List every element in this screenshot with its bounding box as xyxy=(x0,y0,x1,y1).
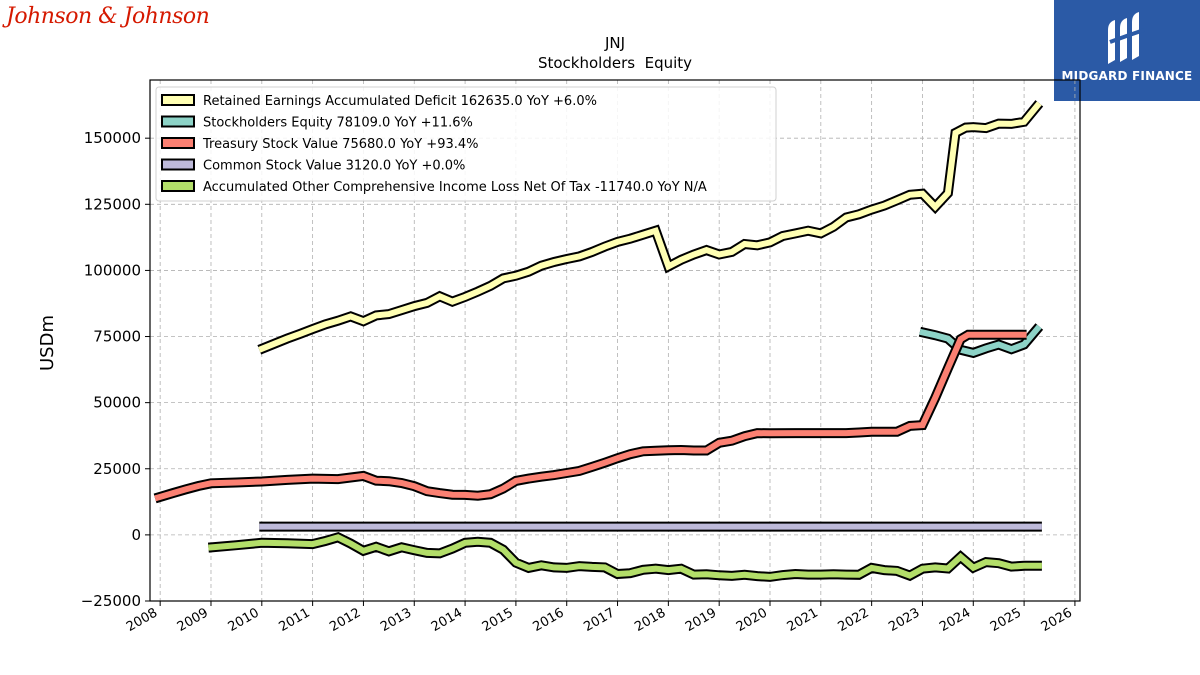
y-tick-label: 150000 xyxy=(84,129,141,147)
x-tick-label: 2020 xyxy=(734,605,770,635)
legend-box xyxy=(155,86,777,202)
midgard-finance-logo: MIDGARD FINANCE xyxy=(1054,0,1200,101)
series-line-1 xyxy=(919,324,1042,357)
series-line-2 xyxy=(154,331,1027,502)
legend-swatch-2 xyxy=(161,137,195,149)
series-lines xyxy=(153,100,1044,582)
x-tick-label: 2026 xyxy=(1039,605,1075,635)
legend-swatch-0 xyxy=(161,94,195,106)
x-tick-label: 2011 xyxy=(276,605,312,635)
x-tick-label: 2024 xyxy=(937,605,973,635)
y-tick-label: 100000 xyxy=(84,261,141,279)
x-tick-label: 2023 xyxy=(886,605,922,635)
left-logo-text: Johnson & Johnson xyxy=(6,4,210,29)
y-tick-label: 50000 xyxy=(93,394,141,412)
chart-subtitle: Stockholders Equity xyxy=(538,54,692,72)
legend-swatch-1 xyxy=(161,115,195,128)
legend-swatch-4 xyxy=(161,180,195,192)
x-tick-label: 2016 xyxy=(531,605,567,635)
series-line-0 xyxy=(258,101,1042,353)
y-tick-label: −25000 xyxy=(81,592,141,610)
legend-label-1: Stockholders Equity 78109.0 YoY +11.6% xyxy=(203,116,473,131)
legend-label-4: Accumulated Other Comprehensive Income L… xyxy=(203,180,707,195)
x-tick-label: 2010 xyxy=(226,605,262,635)
y-tick-label: 75000 xyxy=(93,328,141,346)
plot-frame xyxy=(149,79,1081,602)
y-axis-label: USDm xyxy=(37,315,58,371)
x-tick-label: 2021 xyxy=(785,605,821,635)
x-tick-label: 2012 xyxy=(327,605,363,635)
y-tick-label: 125000 xyxy=(84,195,141,213)
series-outline-2 xyxy=(153,329,1027,504)
y-tick-label: 0 xyxy=(131,526,141,544)
x-tick-label: 2014 xyxy=(429,605,465,635)
right-logo-text: MIDGARD FINANCE xyxy=(1061,69,1193,83)
x-tick-label: 2019 xyxy=(683,605,719,635)
johnson-and-johnson-logo: Johnson & Johnson xyxy=(6,4,210,29)
chart-title: JNJ xyxy=(604,34,625,52)
x-tick-label: 2009 xyxy=(175,605,211,635)
series-line-4 xyxy=(208,534,1042,580)
x-tick-label: 2017 xyxy=(581,605,617,635)
x-tick-label: 2025 xyxy=(988,605,1024,635)
legend-label-0: Retained Earnings Accumulated Deficit 16… xyxy=(203,94,597,109)
legend-label-3: Common Stock Value 3120.0 YoY +0.0% xyxy=(203,159,465,174)
legend-label-2: Treasury Stock Value 75680.0 YoY +93.4% xyxy=(202,137,479,152)
x-tick-label: 2013 xyxy=(378,605,414,635)
y-tick-label: 25000 xyxy=(93,460,141,478)
axes: 2008 2009 2010 2011 2012 2013 2014 2015 2016 2017… xyxy=(81,129,1076,635)
legend-swatch-3 xyxy=(161,158,195,171)
x-tick-label: 2015 xyxy=(480,605,516,635)
x-tick-label: 2022 xyxy=(835,605,871,635)
midgard-mark-icon xyxy=(1108,12,1145,64)
legend: Retained Earnings Accumulated Deficit 16… xyxy=(155,86,777,202)
x-tick-label: 2018 xyxy=(632,605,668,635)
